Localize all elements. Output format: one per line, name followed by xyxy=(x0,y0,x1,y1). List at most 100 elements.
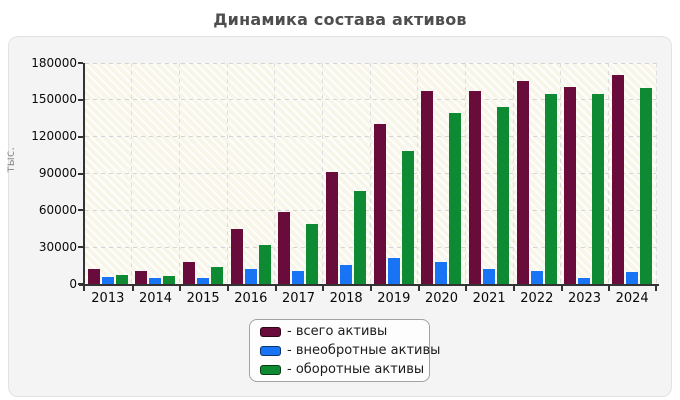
x-axis xyxy=(79,284,659,286)
bar-current-assets-2015 xyxy=(211,266,224,284)
bar-group-2023 xyxy=(561,63,609,284)
bar-current-assets-2016 xyxy=(258,244,271,284)
h-gridline-60000 xyxy=(85,209,656,211)
bar-total-assets-2020 xyxy=(421,91,434,284)
bar-total-assets-2022 xyxy=(516,80,529,284)
v-gridline-2020 xyxy=(464,63,466,284)
x-tick-6 xyxy=(370,286,372,291)
v-gridline-2021 xyxy=(512,63,514,284)
x-tick-3 xyxy=(227,286,229,291)
x-tick-1 xyxy=(131,286,134,291)
bar-non-current-assets-2021 xyxy=(483,268,496,284)
y-tick-label-0: 0 xyxy=(69,276,77,291)
legend-item-non-current-assets: - внеобротные активы xyxy=(260,343,440,358)
x-tick-end xyxy=(655,286,657,291)
bar-non-current-assets-2022 xyxy=(530,271,543,284)
bar-group-2021 xyxy=(465,63,513,284)
bar-total-assets-2017 xyxy=(278,211,291,284)
x-tick-8 xyxy=(465,286,468,291)
bar-current-assets-2022 xyxy=(544,94,557,284)
bar-total-assets-2015 xyxy=(183,261,196,284)
v-gridline-2016 xyxy=(274,63,276,284)
bar-current-assets-2023 xyxy=(592,93,605,284)
x-axis-label-2024: 2024 xyxy=(615,291,649,306)
x-tick-9 xyxy=(513,286,515,291)
x-tick-0 xyxy=(83,286,85,291)
y-tick-150000 xyxy=(78,98,83,101)
bar-non-current-assets-2016 xyxy=(244,268,257,284)
x-axis-label-2020: 2020 xyxy=(424,291,459,306)
x-axis-label-2022: 2022 xyxy=(520,291,554,306)
bar-current-assets-2024 xyxy=(640,88,653,284)
legend-item-total-assets: - всего активы xyxy=(260,324,429,339)
y-tick-30000 xyxy=(78,246,83,249)
bar-total-assets-2019 xyxy=(373,124,386,284)
bar-group-2014 xyxy=(132,63,180,284)
bar-current-assets-2021 xyxy=(497,107,510,284)
x-axis-label-2019: 2019 xyxy=(377,291,411,306)
v-gridline-2013 xyxy=(131,63,133,284)
page-title: Динамика состава активов xyxy=(213,10,467,29)
bar-total-assets-2014 xyxy=(135,270,148,284)
bar-current-assets-2020 xyxy=(449,112,462,284)
h-gridline-120000 xyxy=(85,136,656,138)
y-tick-label-30000: 30000 xyxy=(38,239,77,254)
v-gridline-2015 xyxy=(226,63,228,284)
v-gridline-2023 xyxy=(607,63,609,284)
x-tick-4 xyxy=(274,286,277,291)
bar-group-2016 xyxy=(227,63,275,284)
v-gridline-2022 xyxy=(560,63,562,284)
legend-box: - всего активы - внеобротные активы - обор… xyxy=(249,319,440,382)
h-gridline-180000 xyxy=(85,62,656,64)
bar-current-assets-2017 xyxy=(306,224,319,284)
bar-non-current-assets-2018 xyxy=(340,264,353,284)
bar-current-assets-2013 xyxy=(115,275,128,284)
x-axis-label-2021: 2021 xyxy=(472,291,506,306)
h-gridline-150000 xyxy=(85,99,656,101)
bar-total-assets-2024 xyxy=(612,75,625,284)
legend-swatch-non-current-assets xyxy=(260,345,281,356)
y-axis-title: тыс. xyxy=(3,147,17,173)
bar-group-2017 xyxy=(275,63,323,284)
legend-label-total-assets: - всего активы xyxy=(287,324,388,339)
bar-group-2018 xyxy=(322,63,370,284)
y-tick-label-90000: 90000 xyxy=(38,166,77,180)
bar-current-assets-2018 xyxy=(354,190,367,284)
x-axis-label-2015: 2015 xyxy=(186,291,220,306)
legend-swatch-current-assets xyxy=(260,364,281,375)
y-tick-label-60000: 60000 xyxy=(38,202,77,217)
bar-non-current-assets-2015 xyxy=(197,278,210,284)
v-gridline-2014 xyxy=(178,63,180,284)
v-gridline-2017 xyxy=(321,63,323,284)
bar-group-2020 xyxy=(418,63,466,284)
bar-total-assets-2018 xyxy=(326,171,339,284)
bar-group-2013 xyxy=(84,63,132,284)
x-tick-7 xyxy=(417,286,420,291)
legend-item-current-assets: - оборотные активы xyxy=(260,362,429,377)
bar-non-current-assets-2017 xyxy=(292,271,305,284)
y-tick-label-120000: 120000 xyxy=(31,129,77,144)
bar-current-assets-2019 xyxy=(401,151,414,284)
x-tick-11 xyxy=(608,286,611,291)
v-gridline-2024 xyxy=(655,63,657,284)
bar-non-current-assets-2024 xyxy=(626,271,639,284)
y-tick-60000 xyxy=(78,209,83,212)
h-gridline-90000 xyxy=(85,173,656,174)
v-gridline-2018 xyxy=(369,63,371,284)
x-axis-label-2013: 2013 xyxy=(91,291,125,306)
bar-non-current-assets-2019 xyxy=(387,258,400,284)
x-tick-2 xyxy=(179,286,182,291)
x-axis-label-2017: 2017 xyxy=(281,291,316,306)
bar-non-current-assets-2014 xyxy=(149,277,162,284)
h-gridline-30000 xyxy=(85,246,656,248)
y-tick-label-180000: 180000 xyxy=(31,55,77,70)
y-tick-120000 xyxy=(78,135,83,138)
bar-total-assets-2016 xyxy=(230,229,243,284)
bar-group-2015 xyxy=(179,63,227,284)
bar-non-current-assets-2020 xyxy=(435,261,448,284)
x-tick-5 xyxy=(322,286,325,291)
y-axis xyxy=(83,63,85,286)
bar-group-2019 xyxy=(370,63,418,284)
x-axis-label-2018: 2018 xyxy=(329,291,363,306)
x-axis-label-2014: 2014 xyxy=(138,291,173,306)
